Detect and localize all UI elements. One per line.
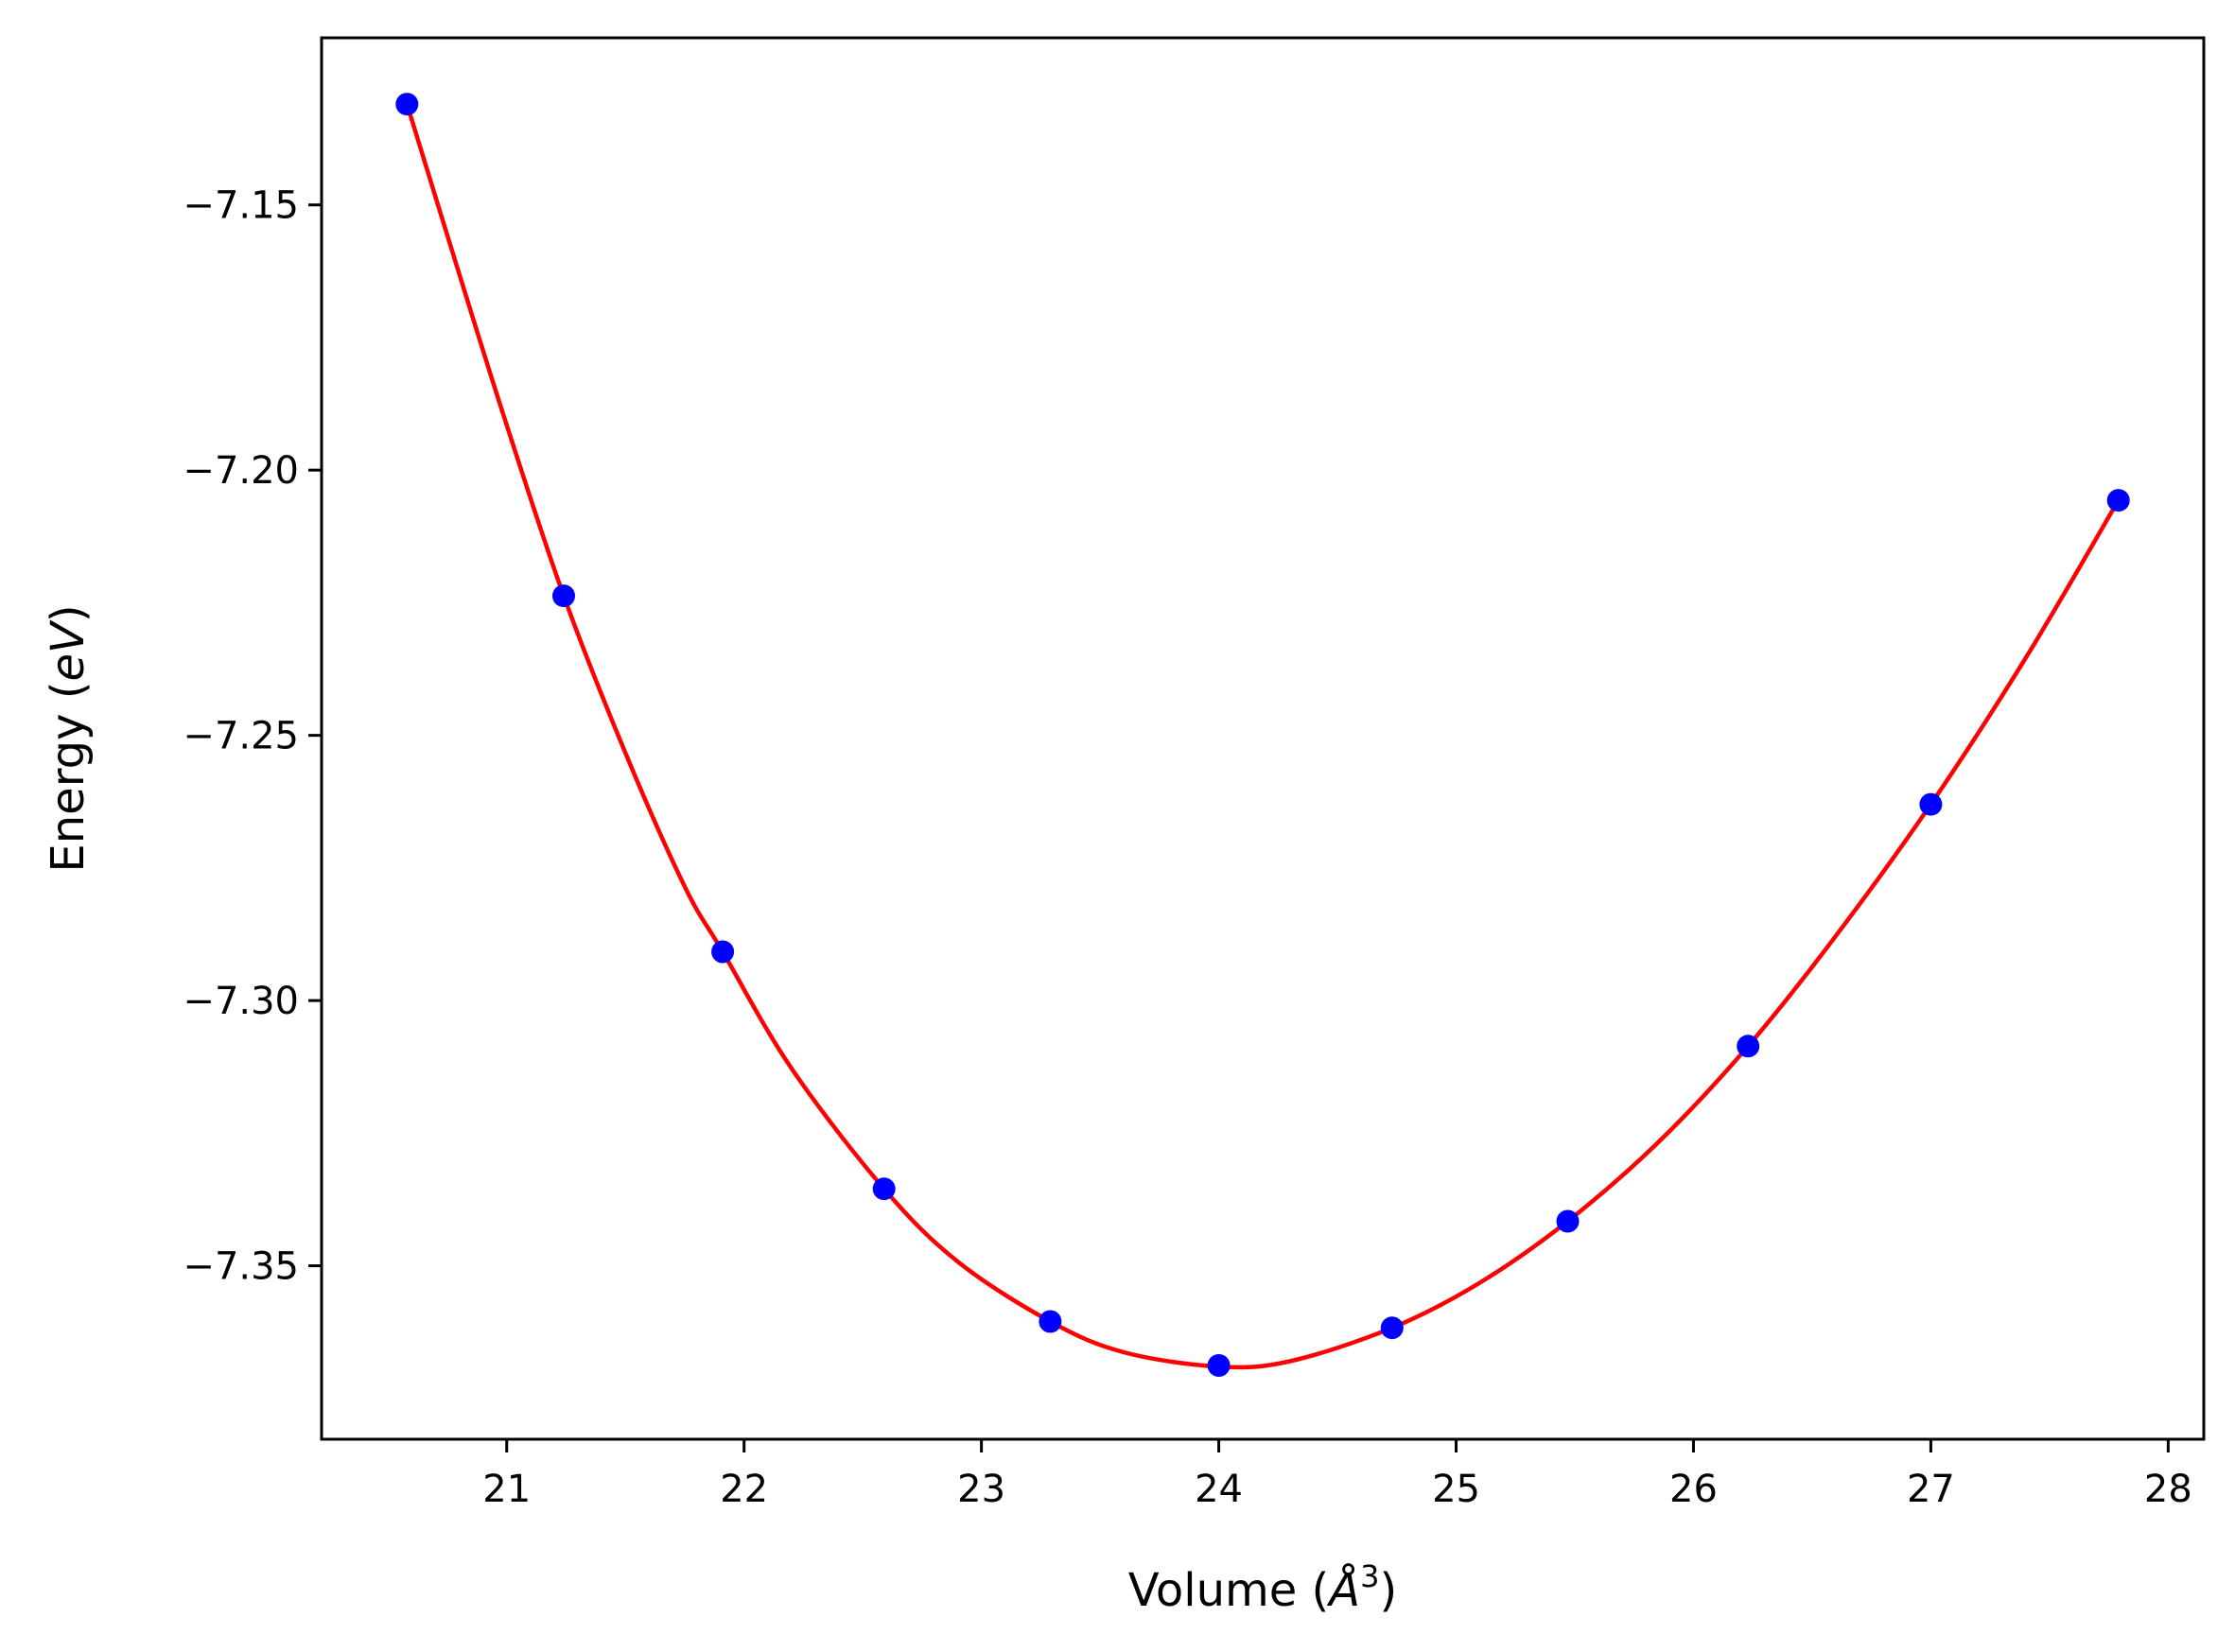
y-tick-label: −7.35: [183, 1245, 299, 1289]
x-axis-ticks: 21 22 23 24 25 26 27 28: [482, 1439, 2192, 1511]
data-point: [1207, 1354, 1231, 1377]
x-tick-label: 23: [957, 1468, 1005, 1511]
data-point: [395, 93, 419, 116]
fit-curve-layer: [405, 103, 2121, 1370]
x-tick-label: 21: [482, 1468, 531, 1511]
data-point: [552, 584, 575, 608]
x-axis-title: Volume (Å3): [1128, 1558, 1397, 1617]
y-tick-label: −7.25: [183, 715, 299, 758]
data-point: [1919, 792, 1943, 816]
data-point: [1556, 1209, 1580, 1233]
x-tick-label: 26: [1669, 1468, 1718, 1511]
plot-frame: [320, 36, 2206, 1441]
fit-curve-line: [405, 103, 2121, 1370]
data-point: [872, 1177, 896, 1201]
x-tick-label: 25: [1432, 1468, 1480, 1511]
data-point: [1039, 1310, 1062, 1333]
data-point: [1737, 1035, 1760, 1058]
y-tick-label: −7.15: [183, 184, 299, 228]
y-tick-label: −7.20: [183, 449, 299, 493]
y-axis-ticks: −7.15 −7.20 −7.25 −7.30 −7.35: [183, 184, 322, 1289]
data-points-layer: [395, 93, 2130, 1377]
data-point: [711, 940, 735, 964]
x-tick-label: 24: [1195, 1468, 1243, 1511]
y-axis-title: Energy (eV): [42, 604, 95, 872]
y-tick-label: −7.30: [183, 980, 299, 1023]
data-point: [1380, 1316, 1404, 1340]
data-point: [2106, 489, 2130, 513]
x-tick-label: 28: [2144, 1468, 2192, 1511]
x-tick-label: 22: [720, 1468, 768, 1511]
x-tick-label: 27: [1907, 1468, 1955, 1511]
